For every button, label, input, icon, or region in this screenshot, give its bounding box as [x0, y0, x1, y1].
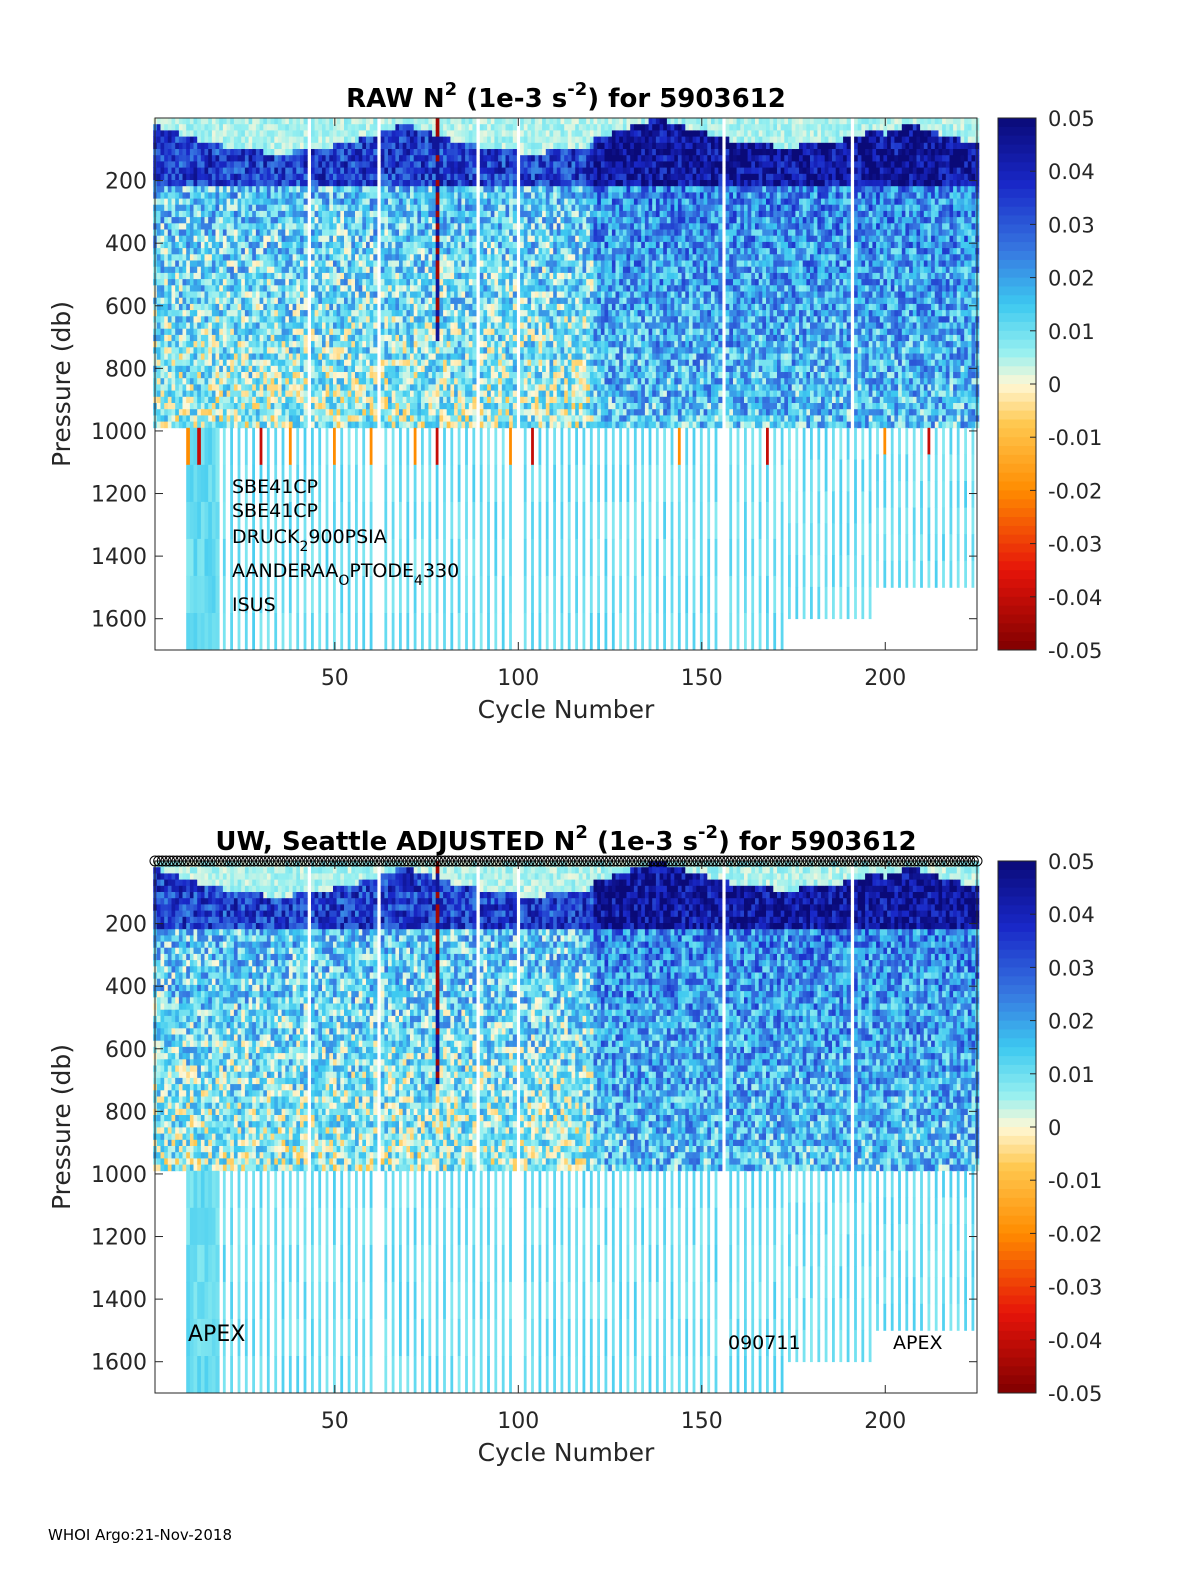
- panel-adjusted: UW, Seattle ADJUSTED N2 (1e-3 s-2) for 5…: [47, 822, 1102, 1467]
- annotation-isus: ISUS: [232, 594, 276, 616]
- x-tick-label: 50: [321, 666, 349, 691]
- y-tick-label: 1000: [91, 1163, 147, 1188]
- x-tick-label: 50: [321, 1409, 349, 1434]
- colorbar-tick-label: 0: [1048, 1116, 1061, 1140]
- colorbar-raw: 0.05 0.04 0.03 0.02 0.01 0 -0.01 -0.02 -0.03 -0.0…: [998, 107, 1102, 663]
- colorbar-tick-label: -0.03: [1048, 533, 1102, 557]
- x-tick-label: 200: [864, 666, 906, 691]
- colorbar-tick-label: 0.02: [1048, 267, 1095, 291]
- y-tick-label: 1400: [91, 545, 147, 570]
- y-tick-label: 400: [105, 232, 147, 257]
- colorbar-tick-label: -0.04: [1048, 1329, 1102, 1353]
- y-tick-label: 200: [105, 913, 147, 938]
- colorbar-tick-label: 0.03: [1048, 213, 1095, 237]
- colorbar-tick-label: 0.05: [1048, 107, 1095, 131]
- x-tick-label: 100: [497, 1409, 539, 1434]
- x-axis-label-raw: Cycle Number: [478, 695, 655, 724]
- annotation-aanderaa: AANDERAAOPTODE4330: [232, 560, 459, 589]
- colorbar-tick-label: -0.02: [1048, 1222, 1102, 1246]
- colorbar-adjusted: 0.05 0.04 0.03 0.02 0.01 0 -0.01 -0.02 -0.03 -0.0…: [998, 850, 1102, 1406]
- x-tick-label: 200: [864, 1409, 906, 1434]
- heatmap-adjusted: [153, 861, 979, 1393]
- y-tick-label: 1400: [91, 1288, 147, 1313]
- y-tick-label: 1000: [91, 420, 147, 445]
- annotation-090711: 090711: [728, 1332, 801, 1354]
- y-tick-label: 400: [105, 975, 147, 1000]
- colorbar-tick-label: -0.05: [1048, 639, 1102, 663]
- x-tick-label: 150: [681, 666, 723, 691]
- colorbar-tick-label: 0.01: [1048, 320, 1095, 344]
- annotation-apex-left: APEX: [188, 1322, 245, 1347]
- colorbar-tick-label: -0.03: [1048, 1276, 1102, 1300]
- annotation-sbe41cp-2: SBE41CP: [232, 500, 318, 522]
- colorbar-tick-label: 0.04: [1048, 903, 1095, 927]
- x-tick-label: 100: [497, 666, 539, 691]
- colorbar-tick-label: -0.04: [1048, 586, 1102, 610]
- footer-credit: WHOI Argo:21-Nov-2018: [48, 1526, 232, 1544]
- y-tick-label: 800: [105, 1100, 147, 1125]
- colorbar-tick-label: 0.02: [1048, 1010, 1095, 1034]
- colorbar-tick-label: 0.03: [1048, 956, 1095, 980]
- colorbar-tick-label: 0.01: [1048, 1063, 1095, 1087]
- y-tick-label: 1600: [91, 1351, 147, 1376]
- panel-raw: RAW N2 (1e-3 s-2) for 5903612 50 100 150 20…: [47, 79, 1102, 724]
- y-tick-label: 600: [105, 295, 147, 320]
- annotation-apex-right: APEX: [893, 1332, 942, 1354]
- colorbar-tick-label: 0.05: [1048, 850, 1095, 874]
- colorbar-tick-label: -0.01: [1048, 1169, 1102, 1193]
- colorbar-tick-label: -0.01: [1048, 426, 1102, 450]
- y-tick-label: 1600: [91, 608, 147, 633]
- colorbar-tick-label: 0: [1048, 373, 1061, 397]
- y-tick-label: 800: [105, 357, 147, 382]
- y-tick-label: 600: [105, 1038, 147, 1063]
- chart-title-adjusted: UW, Seattle ADJUSTED N2 (1e-3 s-2) for 5…: [215, 822, 916, 857]
- y-tick-label: 1200: [91, 483, 147, 508]
- annotation-sbe41cp-1: SBE41CP: [232, 476, 318, 498]
- y-tick-label: 200: [105, 170, 147, 195]
- x-axis-label-adjusted: Cycle Number: [478, 1438, 655, 1467]
- colorbar-tick-label: 0.04: [1048, 160, 1095, 184]
- chart-title-raw: RAW N2 (1e-3 s-2) for 5903612: [346, 79, 786, 114]
- colorbar-tick-label: -0.05: [1048, 1382, 1102, 1406]
- colorbar-tick-label: -0.02: [1048, 479, 1102, 503]
- x-tick-label: 150: [681, 1409, 723, 1434]
- y-axis-label-adjusted: Pressure (db): [47, 1044, 76, 1210]
- y-tick-label: 1200: [91, 1226, 147, 1251]
- y-axis-label-raw: Pressure (db): [47, 301, 76, 467]
